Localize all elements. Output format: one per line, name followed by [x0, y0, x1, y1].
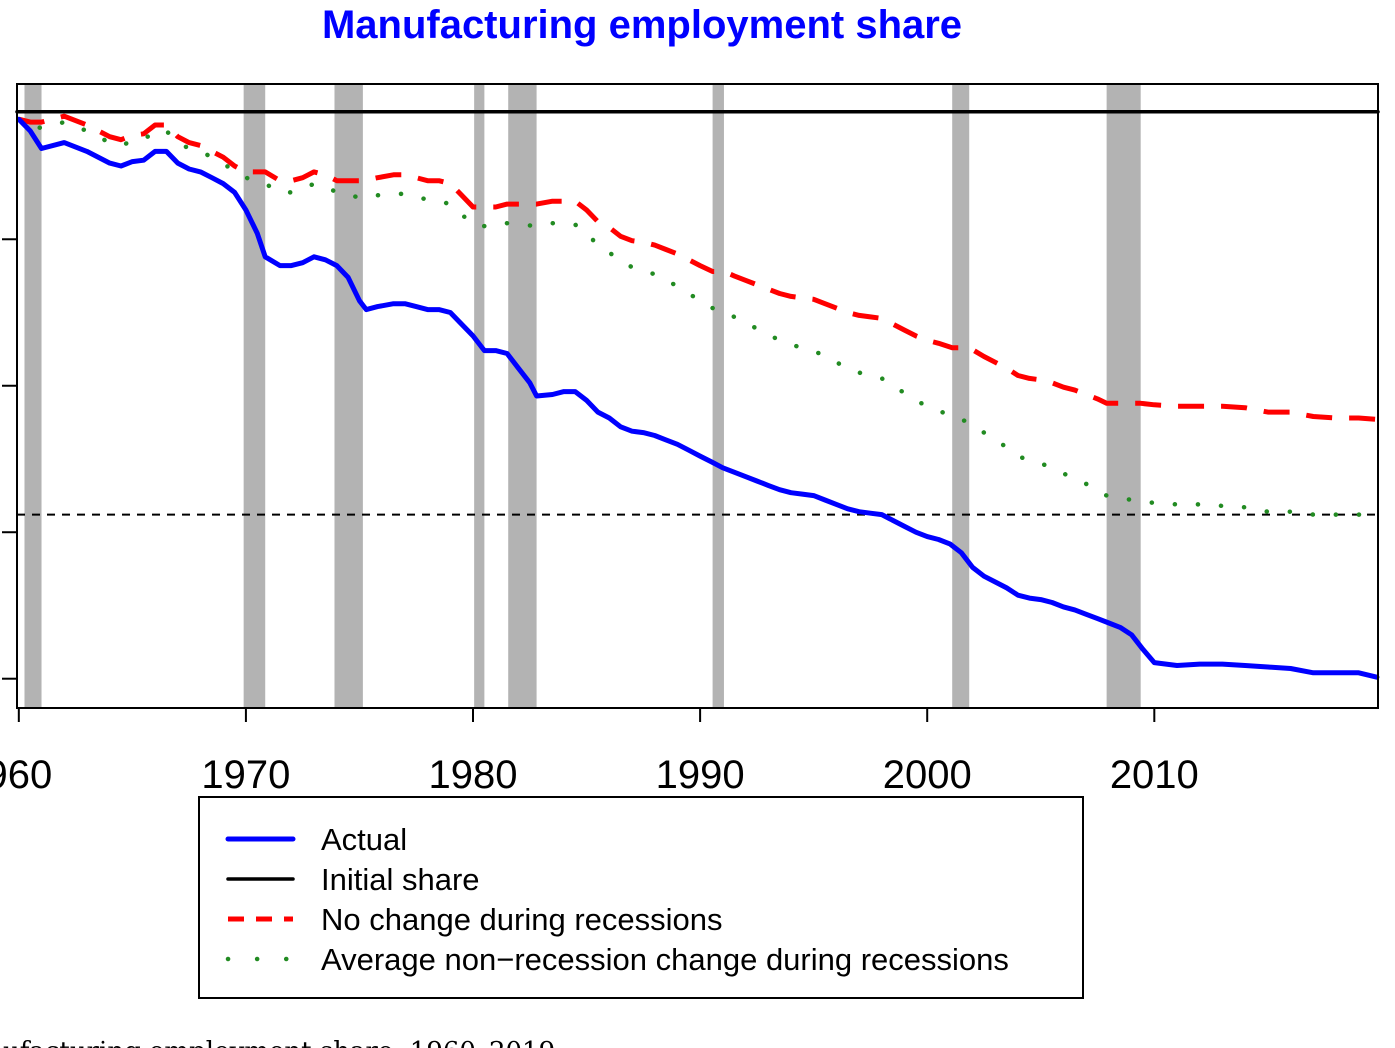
legend-label-actual: Actual — [321, 822, 407, 857]
plot-frame — [16, 83, 1379, 709]
recession-band-8 — [1106, 84, 1141, 708]
x-tick-label-1970: 1970 — [201, 753, 290, 797]
legend-label-average-non-recession-change-during-recessions: Average non−recession change during rece… — [321, 942, 1009, 977]
x-tick-label-1960: 960 — [0, 753, 52, 797]
x-tick-label-1980: 1980 — [429, 753, 518, 797]
recession-band-3 — [334, 84, 363, 708]
legend: Actual Initial share No change during rece… — [198, 796, 1084, 999]
x-tick-label-2010: 2010 — [1110, 753, 1199, 797]
legend-label-no-change-during-recessions: No change during recessions — [321, 902, 723, 937]
recession-band-6 — [712, 84, 724, 708]
x-tick-label-1990: 1990 — [656, 753, 745, 797]
y-axis — [2, 238, 17, 680]
recession-band-1 — [24, 84, 42, 708]
recession-band-5 — [508, 84, 537, 708]
series-line-actual — [16, 116, 1380, 680]
chart-title: Manufacturing employment share — [322, 3, 962, 47]
x-axis: 960 1970 1980 1990 2000 2010 — [0, 707, 1199, 797]
recession-band-7 — [952, 84, 970, 708]
recession-band-4 — [474, 84, 485, 708]
legend-label-initial-share: Initial share — [321, 862, 480, 897]
series-line-average-non-recession-change-during-recessions — [16, 116, 1380, 517]
x-tick-label-2000: 2000 — [883, 753, 972, 797]
legend-box — [198, 796, 1084, 999]
series-lines — [15, 110, 1380, 680]
figure-caption: ufacturing employment share, 1960–2019 — [3, 1037, 555, 1048]
series-line-no-change-during-recessions — [18, 113, 1378, 422]
